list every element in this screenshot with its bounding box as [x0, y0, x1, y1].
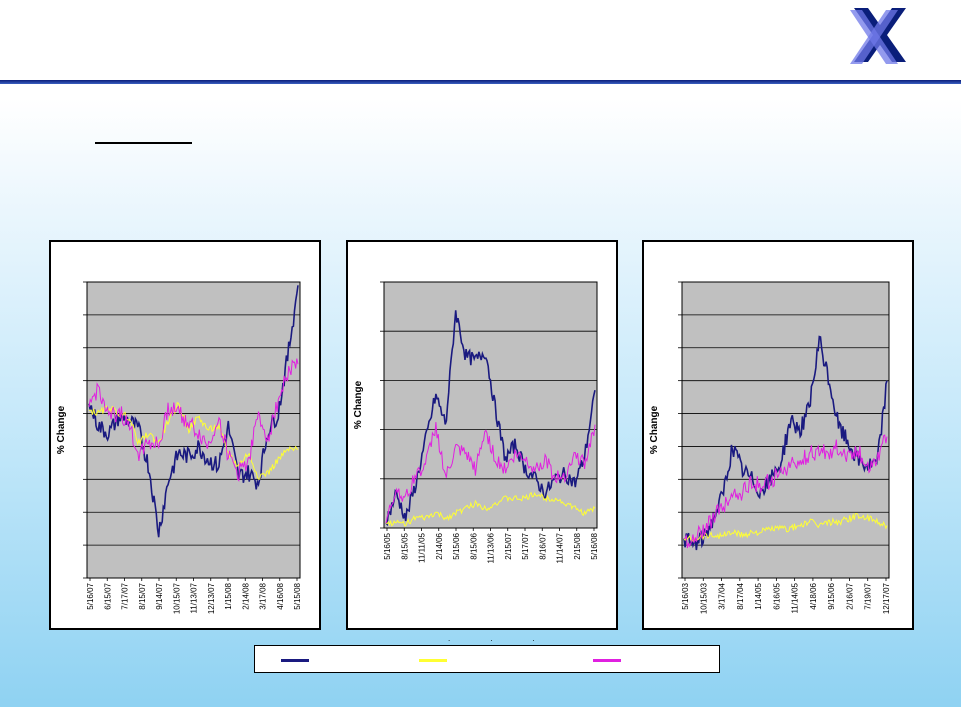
- title-underline: [95, 142, 192, 144]
- legend-swatch-series2: [419, 659, 447, 662]
- x-tick-label: 2/15/08: [573, 532, 582, 559]
- chart-panel-3: % Change 5/16/03 10/15/03 3/17/04 8/17/04 1/1…: [642, 240, 914, 630]
- x-tick-label: 2/15/07: [504, 532, 513, 559]
- chart-2: % Change 5/16/05 8/15/05 11/11/05 2/14/06 5/1…: [353, 281, 599, 564]
- series-line-1: [385, 310, 596, 527]
- x-tick-label: 3/17/04: [718, 582, 727, 609]
- plot-area: [681, 281, 890, 579]
- x-tick-label: 9/15/06: [827, 582, 836, 609]
- x-tick-label: 9/14/07: [155, 582, 164, 609]
- x-tick-label: 5/16/05: [383, 532, 392, 559]
- x-tick-label: 5/16/08: [590, 532, 599, 559]
- dots-decoration: ...: [448, 634, 575, 643]
- y-axis-label: % Change: [649, 405, 660, 454]
- x-tick-label: 1/14/05: [754, 582, 763, 609]
- header-rule: [0, 80, 961, 84]
- x-tick-label: 5/15/08: [293, 582, 302, 609]
- x-tick-label: 6/15/07: [103, 582, 112, 609]
- chart-panel-2: % Change 5/16/05 8/15/05 11/11/05 2/14/06 5/1…: [346, 240, 618, 630]
- double-x-logo-icon: [850, 8, 906, 64]
- series-line-1: [683, 335, 888, 551]
- series-line-2: [683, 512, 888, 542]
- x-tick-label: 12/17/07: [882, 582, 891, 614]
- x-tick-label: 11/11/05: [418, 532, 427, 563]
- x-tick-label: 5/17/07: [521, 532, 530, 559]
- x-tick-label: 11/14/05: [791, 582, 800, 613]
- chart-3: % Change 5/16/03 10/15/03 3/17/04 8/17/04 1/1…: [649, 281, 891, 614]
- x-tick-label: 7/17/07: [121, 582, 130, 609]
- x-tick-label: 7/19/07: [864, 582, 873, 609]
- legend: [254, 645, 720, 673]
- x-tick-label: 4/16/08: [276, 582, 285, 609]
- x-tick-label: 5/15/06: [452, 532, 461, 559]
- x-tick-label: 10/15/03: [699, 582, 708, 614]
- series-line-1: [88, 285, 299, 538]
- x-tick-label: 11/13/06: [487, 532, 496, 563]
- series-line-3: [385, 422, 596, 524]
- x-tick-label: 2/14/08: [241, 582, 250, 609]
- legend-swatch-series3: [593, 659, 621, 662]
- x-tick-label: 11/14/07: [556, 532, 565, 563]
- x-tick-label: 5/16/03: [681, 582, 690, 609]
- x-tick-label: 8/16/07: [538, 532, 547, 559]
- x-tick-label: 3/17/08: [259, 582, 268, 609]
- y-axis-label: % Change: [56, 405, 67, 454]
- x-tick-label: 8/15/07: [138, 582, 147, 609]
- x-tick-label: 2/16/07: [845, 582, 854, 609]
- x-tick-label: 12/13/07: [207, 582, 216, 614]
- chart-panel-1: % Change 5/16/07 6/15/07 7/17/07 8/15/07 9/14…: [49, 240, 321, 630]
- x-tick-label: 4/18/06: [809, 582, 818, 609]
- x-tick-label: 10/15/07: [172, 582, 181, 614]
- x-tick-label: 5/16/07: [86, 582, 95, 609]
- series-line-2: [89, 401, 299, 480]
- plot-area: [383, 281, 598, 529]
- x-tick-label: 11/13/07: [190, 582, 199, 613]
- x-tick-label: 1/15/08: [224, 582, 233, 609]
- x-tick-label: 8/15/05: [400, 532, 409, 559]
- legend-swatch-series1: [281, 659, 309, 662]
- x-tick-label: 8/17/04: [736, 582, 745, 609]
- x-tick-label: 6/16/05: [772, 582, 781, 609]
- x-tick-label: 8/15/06: [469, 532, 478, 559]
- series-line-2: [385, 491, 596, 527]
- series-line-3: [684, 434, 888, 549]
- series-line-3: [88, 358, 299, 482]
- y-axis-label: % Change: [353, 380, 364, 429]
- x-tick-label: 2/14/06: [435, 532, 444, 559]
- chart-1: % Change 5/16/07 6/15/07 7/17/07 8/15/07 9/14…: [56, 281, 302, 614]
